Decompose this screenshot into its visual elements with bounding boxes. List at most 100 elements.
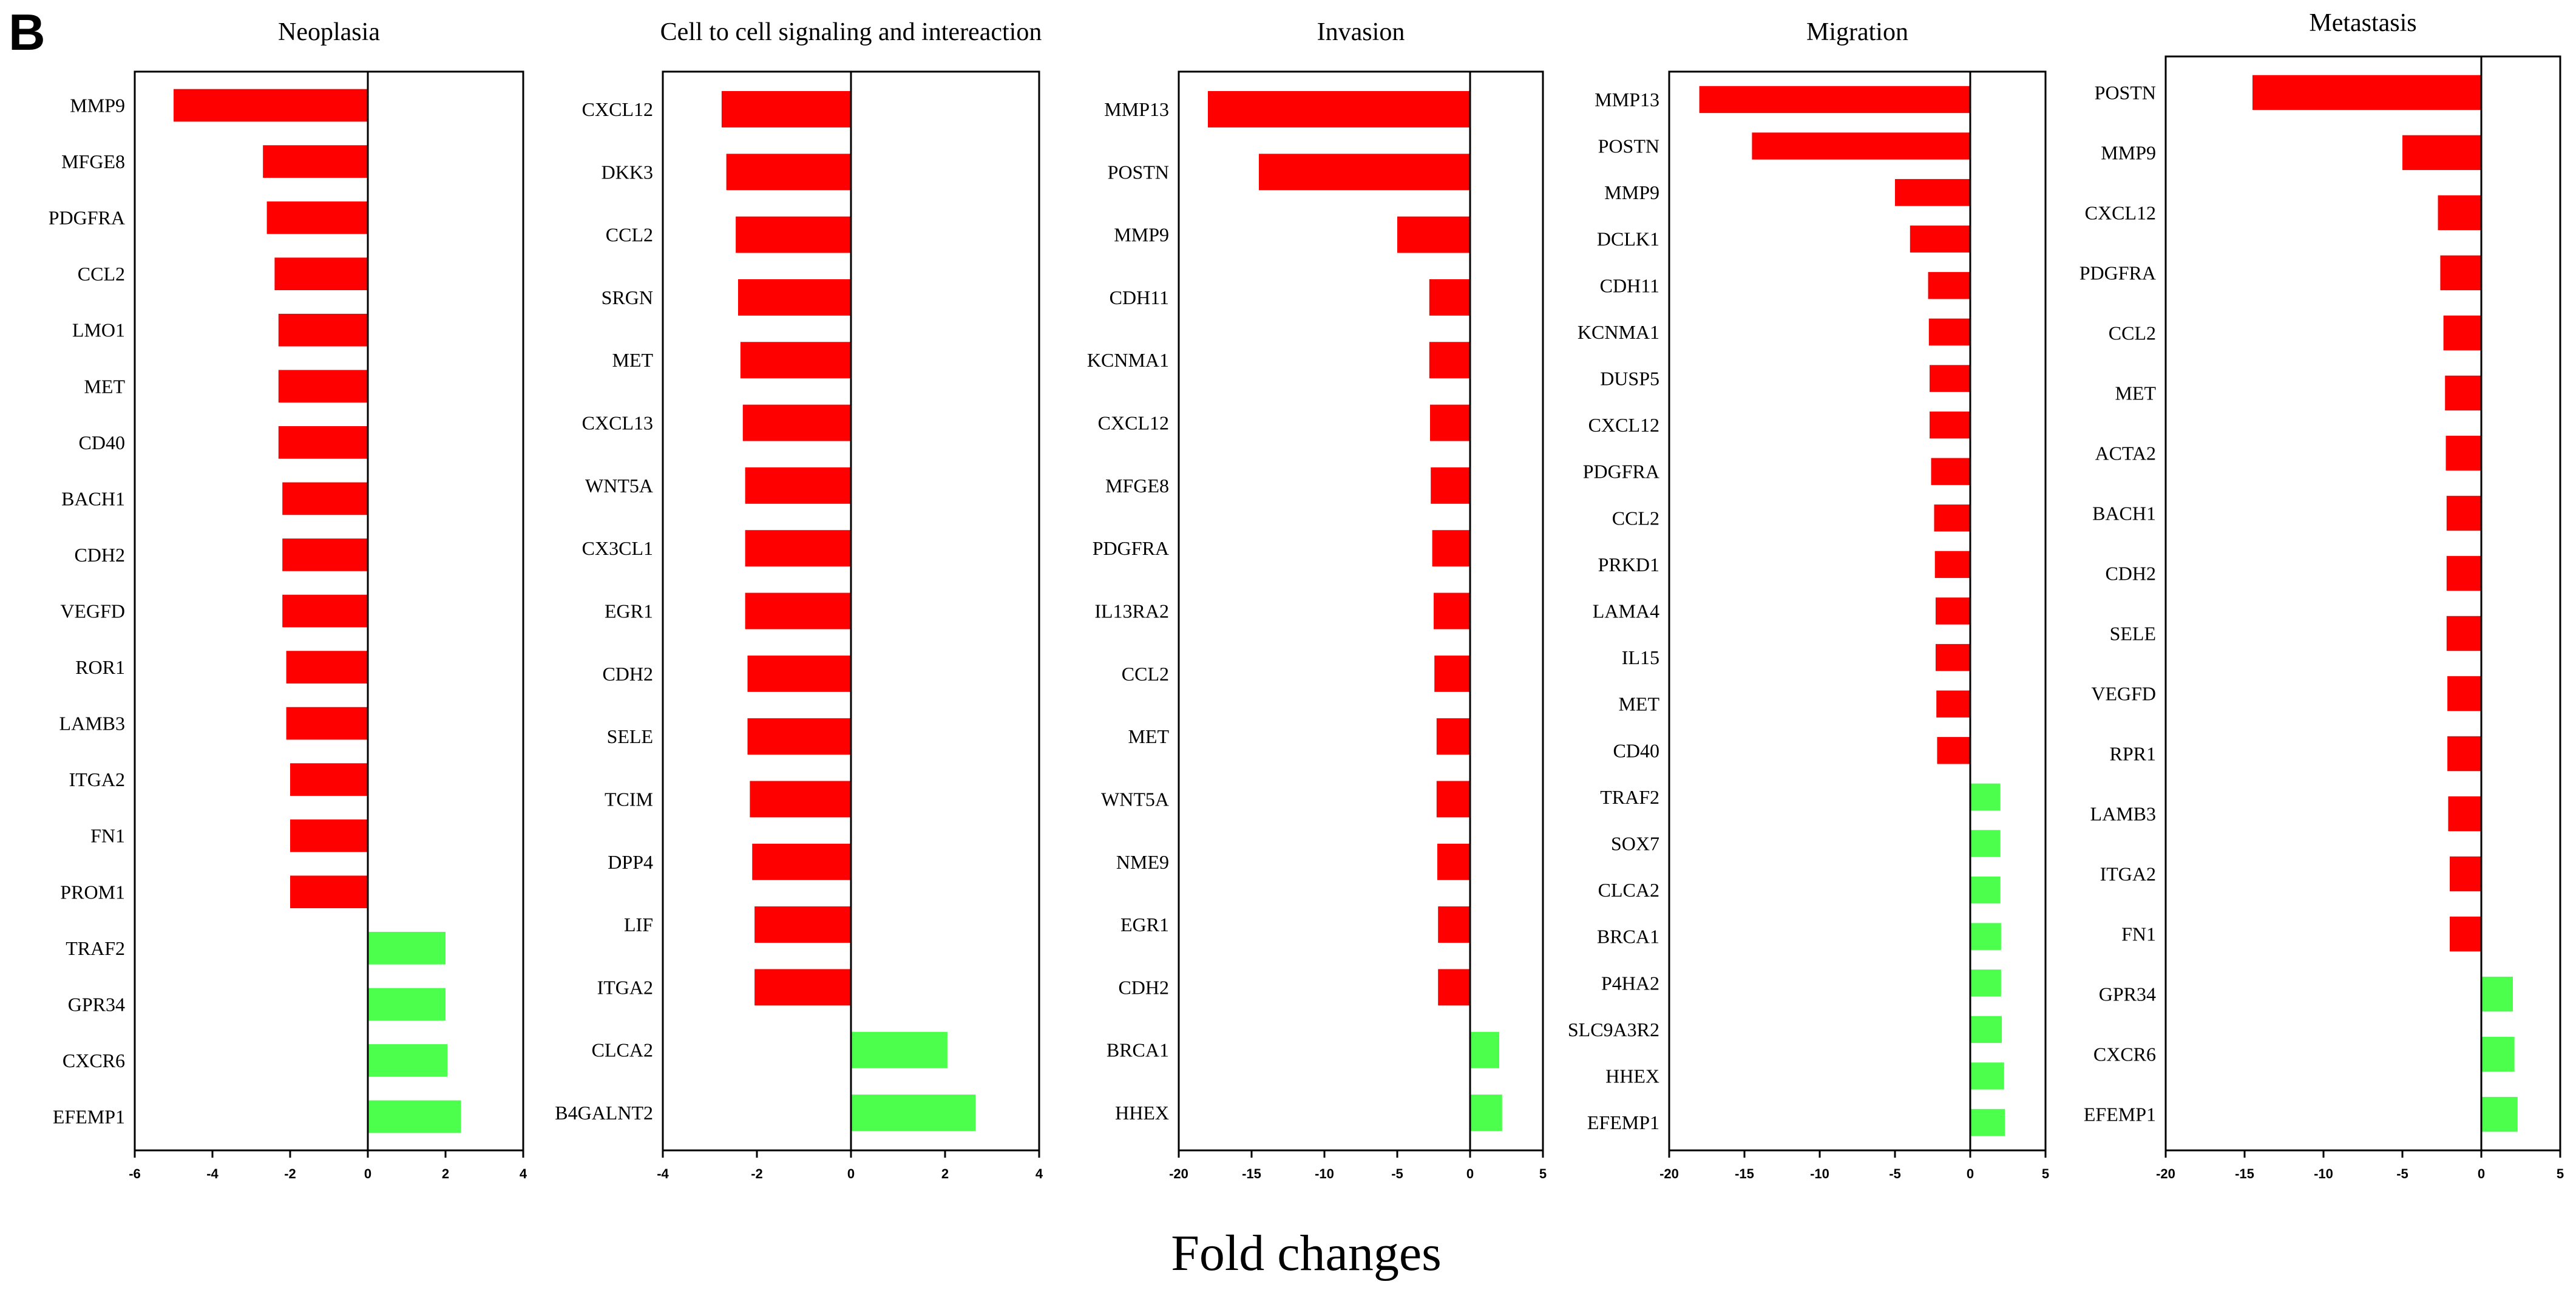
category-label: ITGA2 bbox=[2100, 863, 2156, 885]
bar-efemp1 bbox=[368, 1100, 461, 1133]
category-label: CD40 bbox=[79, 432, 125, 453]
bar-postn bbox=[1752, 132, 1970, 160]
bar-tcim bbox=[750, 781, 851, 818]
bar-cxcr6 bbox=[368, 1044, 448, 1077]
bar-dpp4 bbox=[752, 843, 851, 880]
category-label: MET bbox=[84, 375, 125, 397]
category-label: MFGE8 bbox=[1105, 475, 1169, 497]
bar-acta2 bbox=[2446, 435, 2481, 471]
bar-pdgfra bbox=[1432, 530, 1470, 567]
category-label: CLCA2 bbox=[592, 1039, 653, 1061]
bar-bach1 bbox=[2446, 495, 2481, 531]
bar-mmp13 bbox=[1208, 91, 1470, 127]
x-tick-label: -20 bbox=[1659, 1166, 1679, 1181]
bar-mmp9 bbox=[1397, 216, 1470, 253]
bar-cx3cl1 bbox=[745, 530, 851, 567]
bar-rpr1 bbox=[2447, 736, 2481, 772]
x-tick-label: -5 bbox=[2396, 1166, 2408, 1181]
bar-il15 bbox=[1935, 643, 1970, 671]
x-tick-label: -10 bbox=[1810, 1166, 1829, 1181]
category-label: MMP13 bbox=[1104, 98, 1169, 120]
category-label: KCNMA1 bbox=[1578, 321, 1659, 343]
category-label: CLCA2 bbox=[1598, 879, 1659, 901]
category-label: POSTN bbox=[2095, 81, 2156, 103]
x-tick-label: -15 bbox=[1242, 1166, 1261, 1181]
category-label: MMP9 bbox=[1114, 224, 1169, 246]
bar-traf2 bbox=[1970, 783, 2001, 811]
category-label: PDGFRA bbox=[49, 207, 125, 229]
bar-vegfd bbox=[2447, 676, 2481, 711]
bar-b4galnt2 bbox=[851, 1095, 976, 1131]
category-label: MFGE8 bbox=[61, 151, 125, 172]
x-tick-label: 0 bbox=[2478, 1166, 2485, 1181]
category-label: CCL2 bbox=[2109, 322, 2156, 344]
x-tick-label: 5 bbox=[2557, 1166, 2564, 1181]
x-tick-label: -10 bbox=[2314, 1166, 2333, 1181]
x-tick-label: -6 bbox=[129, 1166, 141, 1181]
category-label: MMP13 bbox=[1595, 89, 1659, 110]
category-label: MMP9 bbox=[1604, 182, 1659, 203]
bar-clca2 bbox=[851, 1031, 947, 1068]
category-label: GPR34 bbox=[2099, 983, 2156, 1005]
x-tick-label: -5 bbox=[1391, 1166, 1403, 1181]
category-label: P4HA2 bbox=[1601, 972, 1659, 994]
panel-title: Invasion bbox=[1317, 18, 1405, 46]
bar-sox7 bbox=[1970, 830, 2001, 857]
x-tick-label: -5 bbox=[1889, 1166, 1901, 1181]
category-label: VEGFD bbox=[60, 600, 125, 622]
category-label: MMP9 bbox=[70, 95, 125, 117]
bar-hhex bbox=[1470, 1095, 1502, 1131]
category-label: DCLK1 bbox=[1597, 228, 1659, 250]
category-label: SOX7 bbox=[1611, 832, 1659, 854]
category-label: EGR1 bbox=[1120, 914, 1169, 935]
category-label: LMO1 bbox=[72, 319, 125, 341]
bar-mmp13 bbox=[1699, 86, 1970, 114]
plot-frame bbox=[134, 70, 524, 1152]
bar-il13ra2 bbox=[1434, 592, 1470, 630]
category-label: PROM1 bbox=[60, 881, 125, 903]
category-label: TRAF2 bbox=[1600, 786, 1659, 808]
bar-met bbox=[740, 342, 851, 379]
category-label: TCIM bbox=[605, 788, 653, 810]
bar-sele bbox=[747, 718, 851, 755]
bar-itga2 bbox=[754, 969, 851, 1006]
category-label: CXCL12 bbox=[1098, 412, 1169, 434]
bar-bach1 bbox=[282, 482, 368, 515]
category-label: DUSP5 bbox=[1600, 368, 1659, 390]
bar-cdh2 bbox=[2446, 555, 2481, 591]
category-label: MMP9 bbox=[2101, 141, 2156, 163]
x-tick-label: 2 bbox=[442, 1166, 449, 1181]
bar-cxcl12 bbox=[1930, 411, 1970, 439]
bar-fn1 bbox=[290, 819, 368, 852]
category-label: CXCL13 bbox=[582, 412, 653, 434]
bar-cxcl12 bbox=[1430, 404, 1470, 441]
bar-brca1 bbox=[1470, 1031, 1499, 1068]
bar-hhex bbox=[1970, 1062, 2004, 1090]
category-label: CD40 bbox=[1613, 739, 1659, 761]
x-tick-label: -15 bbox=[2235, 1166, 2254, 1181]
bar-ccl2 bbox=[274, 257, 368, 291]
x-tick-label: 5 bbox=[1539, 1166, 1547, 1181]
x-tick-label: 4 bbox=[520, 1166, 527, 1181]
bar-egr1 bbox=[745, 592, 851, 630]
bar-p4ha2 bbox=[1970, 969, 2001, 997]
bar-ror1 bbox=[286, 651, 368, 684]
category-label: LAMA4 bbox=[1593, 600, 1659, 622]
category-label: NME9 bbox=[1116, 851, 1169, 873]
bar-dkk3 bbox=[726, 154, 851, 191]
category-label: IL15 bbox=[1622, 647, 1659, 668]
chart-panel-2: Cell to cell signaling and intereaction C… bbox=[555, 18, 1043, 1181]
bar-cd40 bbox=[278, 426, 368, 459]
bar-pdgfra bbox=[1931, 458, 1970, 485]
bar-egr1 bbox=[1438, 906, 1470, 943]
bar-dclk1 bbox=[1910, 225, 1970, 253]
x-tick-label: 0 bbox=[847, 1166, 855, 1181]
bar-cdh2 bbox=[282, 538, 368, 571]
category-label: B4GALNT2 bbox=[555, 1102, 653, 1124]
x-tick-label: 4 bbox=[1035, 1166, 1043, 1181]
category-label: CXCR6 bbox=[2093, 1044, 2156, 1065]
bar-prom1 bbox=[290, 875, 368, 909]
category-label: HHEX bbox=[1605, 1065, 1659, 1087]
panel-title: Migration bbox=[1806, 18, 1908, 46]
